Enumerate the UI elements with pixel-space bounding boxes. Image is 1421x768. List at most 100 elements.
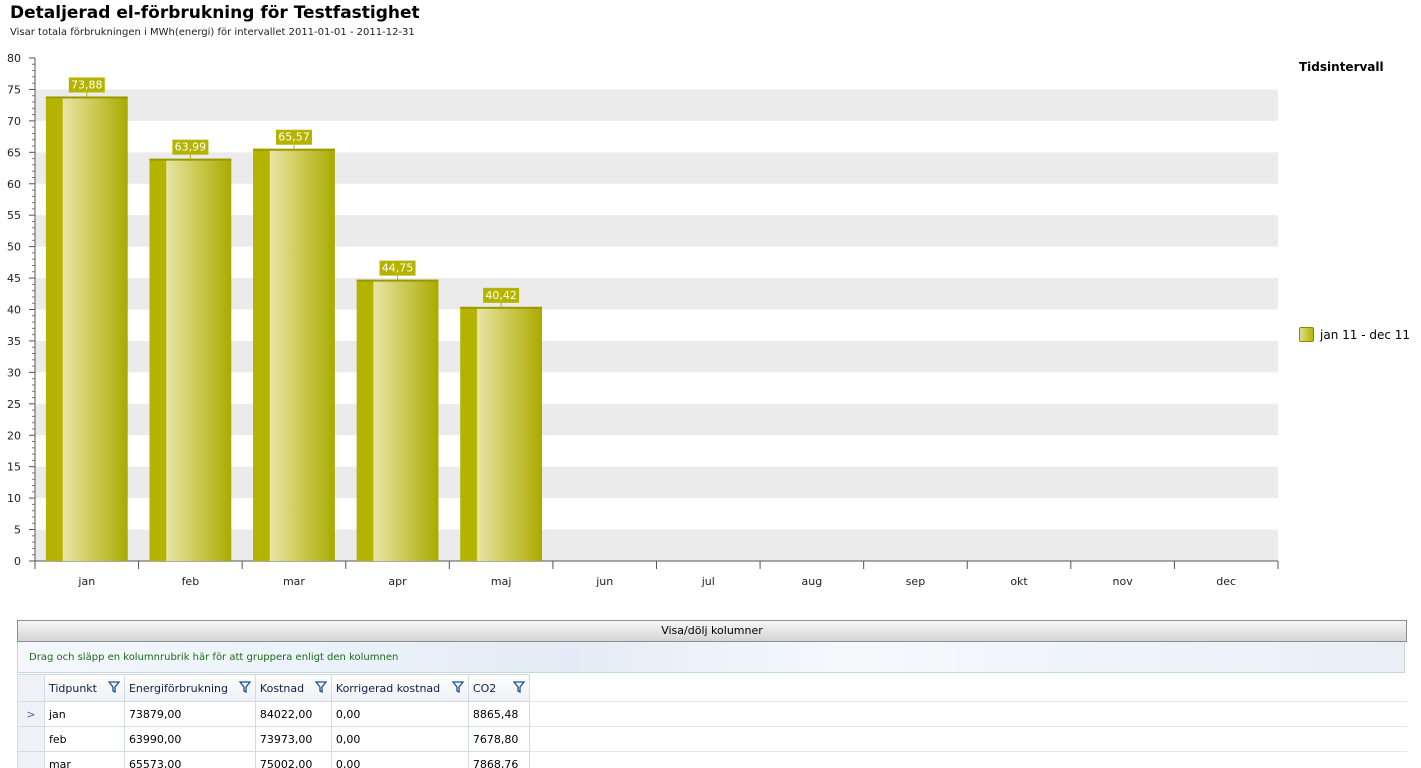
table-cell[interactable]: 0,00 xyxy=(330,701,469,727)
y-tick-label: 60 xyxy=(7,178,21,191)
table-cell[interactable]: 7678,80 xyxy=(467,726,530,752)
x-tick-label: feb xyxy=(182,575,200,588)
y-tick-label: 80 xyxy=(7,52,21,65)
filter-icon[interactable] xyxy=(314,680,328,696)
column-header-co2[interactable]: CO2 xyxy=(467,674,530,702)
row-filler xyxy=(529,751,1407,768)
header-filler xyxy=(529,674,1407,702)
y-tick-label: 70 xyxy=(7,115,21,128)
table-cell[interactable]: 8865,48 xyxy=(467,701,530,727)
x-tick-label: jul xyxy=(701,575,715,588)
table-cell[interactable]: 0,00 xyxy=(330,726,469,752)
bar xyxy=(45,96,128,562)
grid-band xyxy=(35,529,1278,561)
x-tick-label: aug xyxy=(802,575,823,588)
data-label: 63,99 xyxy=(175,141,207,154)
bar-top-edge xyxy=(460,306,543,309)
data-label: 44,75 xyxy=(382,262,414,275)
grid-band xyxy=(35,278,1278,310)
current-row-indicator: > xyxy=(17,701,45,727)
filter-icon[interactable] xyxy=(451,680,465,696)
column-header-korrigerad-kostnad[interactable]: Korrigerad kostnad xyxy=(330,674,469,702)
y-tick-label: 5 xyxy=(14,524,21,537)
legend-swatch xyxy=(1299,327,1314,342)
y-tick-label: 40 xyxy=(7,304,21,317)
grid-band xyxy=(35,340,1278,373)
x-tick-label: sep xyxy=(906,575,925,588)
filter-icon[interactable] xyxy=(512,680,526,696)
legend-item[interactable]: jan 11 - dec 11 xyxy=(1299,327,1410,342)
y-tick-label: 20 xyxy=(7,429,21,442)
bar-top-edge xyxy=(253,148,335,151)
table-cell[interactable]: 73973,00 xyxy=(254,726,332,752)
bar xyxy=(460,306,543,561)
data-label-box xyxy=(275,129,312,145)
grid-band xyxy=(35,466,1278,499)
column-header-label: Energiförbrukning xyxy=(128,681,228,695)
data-label-box xyxy=(172,139,209,155)
table-cell[interactable]: jan xyxy=(43,701,125,727)
x-tick-label: mar xyxy=(283,575,305,588)
table-row[interactable]: feb 63990,00 73973,00 0,00 7678,80 xyxy=(17,726,1407,752)
y-tick-label: 10 xyxy=(7,492,21,505)
y-tick-label: 45 xyxy=(7,272,21,285)
table-header-row: Tidpunkt Energiförbrukning Kostnad Korri… xyxy=(17,674,1407,702)
table-cell[interactable]: 75002,00 xyxy=(254,751,332,768)
row-selector[interactable] xyxy=(17,726,45,752)
table-cell[interactable]: 73879,00 xyxy=(123,701,256,727)
y-tick-label: 55 xyxy=(7,209,21,222)
data-label-box xyxy=(68,77,105,93)
page-title: Detaljerad el-förbrukning för Testfastig… xyxy=(10,3,420,23)
filter-icon[interactable] xyxy=(107,680,121,696)
data-table: Tidpunkt Energiförbrukning Kostnad Korri… xyxy=(17,674,1407,768)
data-grid: Visa/dölj kolumner Drag och släpp en kol… xyxy=(17,620,1407,768)
grid-band xyxy=(35,403,1278,436)
x-tick-label: jan xyxy=(77,575,95,588)
y-tick-label: 15 xyxy=(7,461,21,474)
table-cell[interactable]: 63990,00 xyxy=(123,726,256,752)
data-label: 40,42 xyxy=(485,289,517,302)
bar-top-edge xyxy=(356,279,439,282)
bar-top-edge xyxy=(45,96,128,99)
row-filler xyxy=(529,701,1407,727)
legend-item-label: jan 11 - dec 11 xyxy=(1320,327,1411,342)
grid-band xyxy=(35,215,1278,247)
page-subtitle: Visar totala förbrukningen i MWh(energi)… xyxy=(10,27,415,38)
column-header-label: CO2 xyxy=(472,681,497,695)
bar-chart: 0 5 10 15 20 25 30 35 40 45 50 55 60 65 70 75 80 jan feb m… xyxy=(7,52,1279,588)
data-label-box xyxy=(379,260,416,276)
table-cell[interactable]: 0,00 xyxy=(330,751,469,768)
data-label-box xyxy=(483,287,520,303)
table-cell[interactable]: 7868,76 xyxy=(467,751,530,768)
table-cell[interactable]: feb xyxy=(43,726,125,752)
table-row[interactable]: mar 65573,00 75002,00 0,00 7868,76 xyxy=(17,751,1407,768)
column-header-kostnad[interactable]: Kostnad xyxy=(254,674,332,702)
grid-band xyxy=(35,89,1278,121)
data-label: 65,57 xyxy=(278,131,310,144)
y-tick-label: 30 xyxy=(7,366,21,379)
y-tick-label: 25 xyxy=(7,398,21,411)
x-tick-label: apr xyxy=(388,575,407,588)
y-tick-label: 35 xyxy=(7,335,21,348)
column-header-label: Korrigerad kostnad xyxy=(335,681,441,695)
x-tick-label: nov xyxy=(1113,575,1134,588)
toggle-columns-button[interactable]: Visa/dölj kolumner xyxy=(17,620,1407,642)
row-selector-header xyxy=(17,674,45,702)
x-tick-label: okt xyxy=(1010,575,1028,588)
x-tick-label: jun xyxy=(595,575,613,588)
table-cell[interactable]: mar xyxy=(43,751,125,768)
group-drop-area[interactable]: Drag och släpp en kolumnrubrik här för a… xyxy=(17,642,1405,673)
data-label: 73,88 xyxy=(71,78,103,91)
column-header-tidpunkt[interactable]: Tidpunkt xyxy=(43,674,125,702)
y-tick-label: 50 xyxy=(7,241,21,254)
table-cell[interactable]: 84022,00 xyxy=(254,701,332,727)
table-row[interactable]: > jan 73879,00 84022,00 0,00 8865,48 xyxy=(17,701,1407,727)
row-selector[interactable] xyxy=(17,751,45,768)
y-tick-label: 65 xyxy=(7,146,21,159)
filter-icon[interactable] xyxy=(238,680,252,696)
bar xyxy=(253,148,335,561)
legend-title: Tidsintervall xyxy=(1299,60,1384,74)
table-cell[interactable]: 65573,00 xyxy=(123,751,256,768)
column-header-energiforbrukning[interactable]: Energiförbrukning xyxy=(123,674,256,702)
row-filler xyxy=(529,726,1407,752)
